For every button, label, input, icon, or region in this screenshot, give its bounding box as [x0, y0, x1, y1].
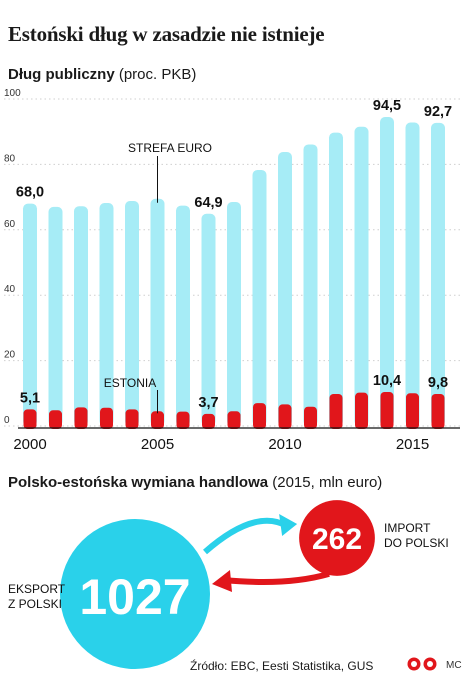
estonia-bar [125, 409, 139, 429]
euro-bar [74, 206, 88, 426]
import-arrow [223, 570, 330, 585]
euro-bar [176, 205, 190, 426]
trade-subtitle-unit: (2015, mln euro) [268, 474, 383, 491]
euro-bar [303, 144, 318, 426]
euro-bar [431, 122, 445, 426]
euro-bar [354, 126, 369, 427]
import-arrowhead-icon [212, 570, 232, 592]
export-label-line: Z POLSKI [8, 597, 62, 611]
y-tick-label: 80 [4, 153, 16, 164]
export-arrow [203, 517, 289, 555]
euro-bar [405, 122, 420, 426]
euro-bar [227, 202, 241, 426]
estonia-bar [100, 407, 113, 429]
trade-subtitle-bold: Polsko-estońska wymiana handlowa [8, 474, 269, 491]
estonia-data-label: 9,8 [428, 375, 448, 391]
chart-subtitle-unit: (proc. PKB) [114, 66, 197, 83]
y-tick-label: 0 [4, 415, 10, 426]
euro-data-label: 94,5 [373, 98, 401, 114]
x-tick-label: 2010 [268, 436, 301, 453]
euro-bar [150, 198, 165, 426]
estonia-bar [176, 411, 190, 429]
euro-bar [380, 116, 394, 427]
import-label-line: DO POLSKI [384, 536, 449, 550]
x-tick-label: 2015 [396, 436, 429, 453]
credit: MC [446, 660, 462, 671]
euro-bar [201, 213, 216, 426]
import-label-line: IMPORT [384, 521, 431, 535]
chart-subtitle: Dług publiczny (proc. PKB) [8, 66, 196, 83]
estonia-bar [49, 410, 62, 429]
import-value: 262 [312, 523, 362, 556]
euro-data-label: 92,7 [424, 104, 452, 120]
import-bubble [299, 500, 375, 576]
estonia-bar [151, 411, 164, 429]
estonia-bar [23, 409, 37, 429]
euro-series-label: STREFA EURO [128, 141, 212, 155]
trade-subtitle: Polsko-estońska wymiana handlowa (2015, … [8, 474, 382, 491]
export-value: 1027 [79, 569, 190, 625]
estonia-bar [74, 407, 88, 429]
euro-bar [278, 151, 292, 426]
x-tick-label: 2000 [13, 436, 46, 453]
euro-data-label: 64,9 [194, 195, 222, 211]
estonia-data-label: 5,1 [20, 390, 40, 406]
export-label: EKSPORT Z POLSKI [8, 582, 66, 611]
estonia-bar [329, 393, 343, 429]
estonia-bar [202, 413, 215, 429]
estonia-bar [406, 393, 419, 429]
euro-bar [125, 201, 139, 426]
euro-bar [99, 202, 114, 426]
estonia-bar [227, 411, 241, 429]
publisher-logo-icon [407, 657, 437, 671]
y-tick-label: 20 [4, 350, 16, 361]
euro-bar [48, 206, 63, 426]
euro-data-label: 68,0 [16, 185, 44, 201]
euro-bar [23, 203, 37, 426]
export-bubble [60, 519, 210, 669]
source-note: Źródło: EBC, Eesti Statistika, GUS [190, 659, 374, 673]
estonia-data-label: 3,7 [198, 395, 218, 411]
estonia-bar [278, 404, 292, 429]
y-tick-label: 40 [4, 284, 16, 295]
page-title: Estoński dług w zasadzie nie istnieje [8, 22, 325, 46]
x-tick-label: 2005 [141, 436, 174, 453]
chart-subtitle-bold: Dług publiczny [8, 66, 115, 83]
y-tick-label: 100 [4, 88, 21, 99]
import-label: IMPORT DO POLSKI [384, 521, 449, 550]
export-label-line: EKSPORT [8, 582, 66, 596]
estonia-series-label: ESTONIA [104, 376, 156, 390]
euro-bar [252, 169, 267, 427]
estonia-bar [431, 393, 445, 429]
y-tick-label: 60 [4, 219, 16, 230]
estonia-bar [355, 392, 368, 429]
euro-bar [329, 132, 343, 426]
estonia-bar [304, 406, 317, 429]
export-arrowhead-icon [279, 514, 298, 536]
estonia-bar [380, 391, 394, 429]
estonia-data-label: 10,4 [373, 373, 401, 389]
estonia-bar [253, 403, 266, 429]
